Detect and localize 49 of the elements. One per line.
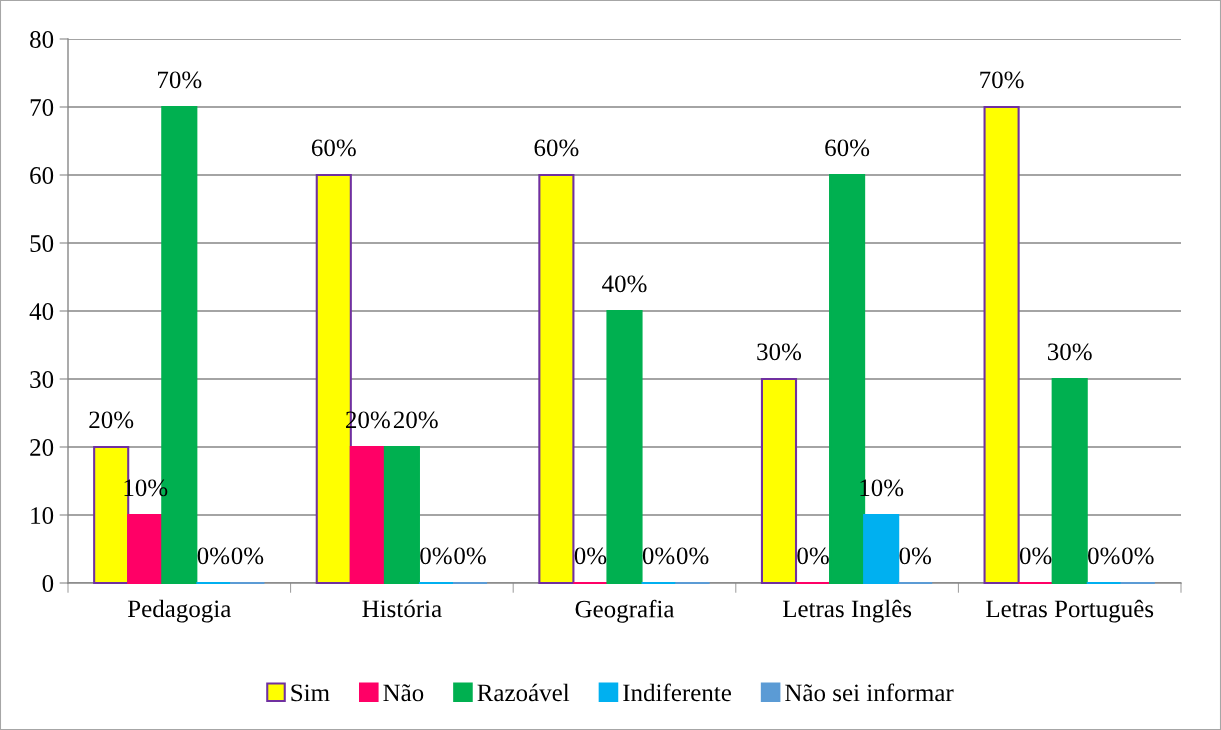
x-tick-label: História (362, 599, 442, 618)
bar (606, 309, 643, 585)
data-label: 0% (1088, 547, 1120, 565)
bar (983, 105, 1020, 585)
bar (383, 445, 420, 585)
legend-label: Razoável (477, 683, 570, 702)
data-label: 0% (1122, 547, 1154, 565)
y-tick-label: 50 (30, 235, 54, 252)
data-label: 30% (1047, 343, 1092, 361)
bar (1051, 377, 1088, 585)
y-tick-label: 70 (30, 99, 54, 116)
x-tick-label: Letras Português (986, 599, 1154, 623)
bar (863, 513, 900, 585)
data-label: 0% (676, 547, 709, 565)
y-tick-label: 0 (42, 575, 54, 592)
y-tick-label: 30 (30, 371, 54, 388)
data-label: 60% (311, 139, 356, 157)
data-label: 0% (899, 547, 932, 565)
y-tick-label: 20 (30, 439, 54, 456)
legend-label: Não (383, 684, 424, 702)
legend-label: Sim (291, 684, 330, 702)
data-label: 30% (757, 343, 802, 361)
data-label: 0% (642, 547, 675, 565)
data-label: 70% (158, 71, 202, 89)
x-tick-label: Letras Inglês (782, 599, 912, 623)
y-tick-label: 80 (30, 31, 54, 48)
legend-label: Não sei informar (785, 683, 954, 702)
y-tick-label: 10 (31, 507, 54, 524)
bar (349, 445, 386, 585)
data-label: 0% (231, 547, 264, 565)
y-tick-label: 40 (29, 303, 54, 320)
bar (127, 513, 164, 585)
data-label: 60% (825, 139, 870, 157)
x-tick-label: Geografia (575, 599, 675, 623)
y-tick-label: 60 (30, 167, 54, 184)
data-label: 0% (454, 547, 486, 565)
data-label: 60% (534, 139, 579, 157)
data-label: 20% (393, 411, 438, 429)
data-label: 0% (197, 547, 230, 565)
data-label: 0% (420, 547, 452, 565)
legend-label: Indiferente (623, 683, 731, 702)
bar (760, 377, 798, 585)
data-label: 0% (1019, 547, 1052, 565)
data-label: 40% (602, 275, 647, 293)
data-label: 0% (797, 547, 829, 565)
x-tick-label: Pedagogia (127, 599, 232, 623)
bar (538, 173, 575, 585)
data-label: 70% (980, 71, 1024, 89)
data-label: 20% (89, 411, 134, 429)
